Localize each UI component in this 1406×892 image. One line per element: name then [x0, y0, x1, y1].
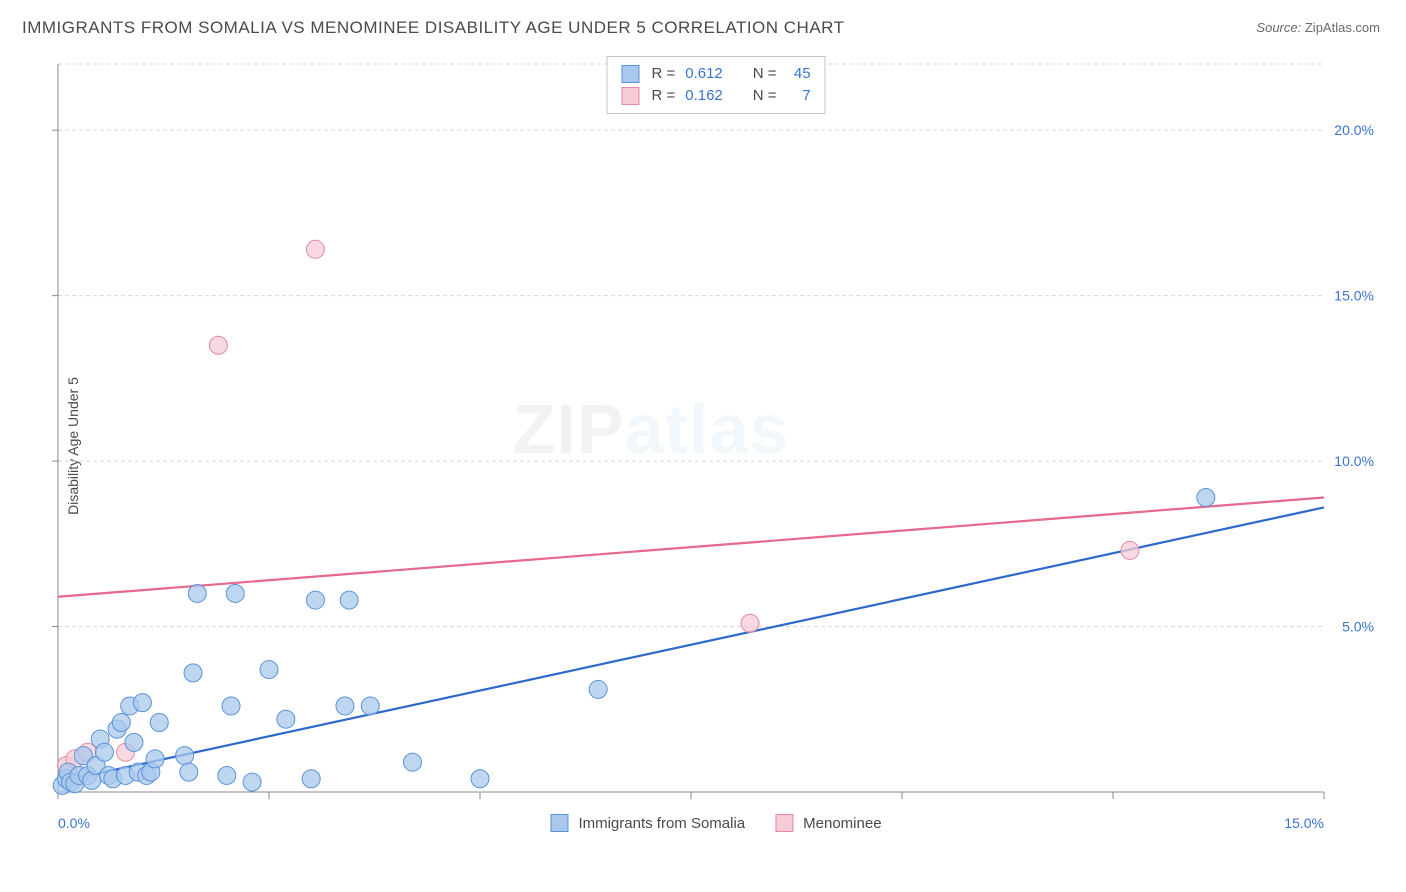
- scatter-point: [336, 697, 354, 715]
- scatter-point: [150, 714, 168, 732]
- series-legend: Immigrants from Somalia Menominee: [550, 814, 881, 832]
- n-value-pink: 7: [787, 85, 811, 107]
- scatter-point: [306, 591, 324, 609]
- source-credit: Source: ZipAtlas.com: [1256, 20, 1380, 35]
- svg-text:15.0%: 15.0%: [1334, 288, 1374, 304]
- scatter-point: [306, 240, 324, 258]
- r-label: R =: [651, 85, 675, 107]
- scatter-point: [218, 766, 236, 784]
- swatch-pink-icon: [775, 814, 793, 832]
- scatter-point: [176, 747, 194, 765]
- swatch-pink-icon: [621, 87, 639, 105]
- swatch-blue-icon: [550, 814, 568, 832]
- scatter-point: [184, 664, 202, 682]
- scatter-point: [1197, 488, 1215, 506]
- svg-text:ZIPatlas: ZIPatlas: [513, 390, 789, 468]
- scatter-point: [340, 591, 358, 609]
- scatter-point: [741, 614, 759, 632]
- source-label: Source:: [1256, 20, 1301, 35]
- svg-text:15.0%: 15.0%: [1284, 815, 1324, 831]
- n-label: N =: [753, 85, 777, 107]
- scatter-point: [260, 661, 278, 679]
- n-label: N =: [753, 63, 777, 85]
- scatter-point: [243, 773, 261, 791]
- chart-title: IMMIGRANTS FROM SOMALIA VS MENOMINEE DIS…: [22, 18, 845, 38]
- scatter-point: [403, 753, 421, 771]
- r-value-blue: 0.612: [685, 63, 723, 85]
- legend-row-blue: R = 0.612 N = 45: [621, 63, 810, 85]
- svg-text:20.0%: 20.0%: [1334, 122, 1374, 138]
- scatter-point: [226, 584, 244, 602]
- svg-text:0.0%: 0.0%: [58, 815, 90, 831]
- source-value: ZipAtlas.com: [1305, 20, 1380, 35]
- scatter-point: [361, 697, 379, 715]
- scatter-point: [589, 680, 607, 698]
- r-label: R =: [651, 63, 675, 85]
- scatter-point: [471, 770, 489, 788]
- scatter-point: [209, 336, 227, 354]
- svg-text:5.0%: 5.0%: [1342, 619, 1374, 635]
- legend-item-pink: Menominee: [775, 814, 881, 832]
- r-value-pink: 0.162: [685, 85, 723, 107]
- legend-label-pink: Menominee: [803, 815, 881, 832]
- svg-text:10.0%: 10.0%: [1334, 453, 1374, 469]
- scatter-point: [125, 733, 143, 751]
- scatter-point: [180, 763, 198, 781]
- scatter-point: [112, 714, 130, 732]
- scatter-point: [302, 770, 320, 788]
- chart-container: 0.0% 15.0% 5.0% 10.0% 15.0% 20.0% ZIPatlas R =…: [50, 56, 1382, 832]
- scatter-point: [133, 694, 151, 712]
- scatter-point: [146, 750, 164, 768]
- scatter-chart: 0.0% 15.0% 5.0% 10.0% 15.0% 20.0% ZIPatlas: [50, 56, 1382, 832]
- legend-item-blue: Immigrants from Somalia: [550, 814, 745, 832]
- n-value-blue: 45: [787, 63, 811, 85]
- correlation-legend: R = 0.612 N = 45 R = 0.162 N = 7: [606, 56, 825, 114]
- scatter-point: [95, 743, 113, 761]
- scatter-point: [188, 584, 206, 602]
- legend-row-pink: R = 0.162 N = 7: [621, 85, 810, 107]
- scatter-point: [277, 710, 295, 728]
- swatch-blue-icon: [621, 65, 639, 83]
- scatter-point: [222, 697, 240, 715]
- legend-label-blue: Immigrants from Somalia: [578, 815, 745, 832]
- scatter-point: [1121, 541, 1139, 559]
